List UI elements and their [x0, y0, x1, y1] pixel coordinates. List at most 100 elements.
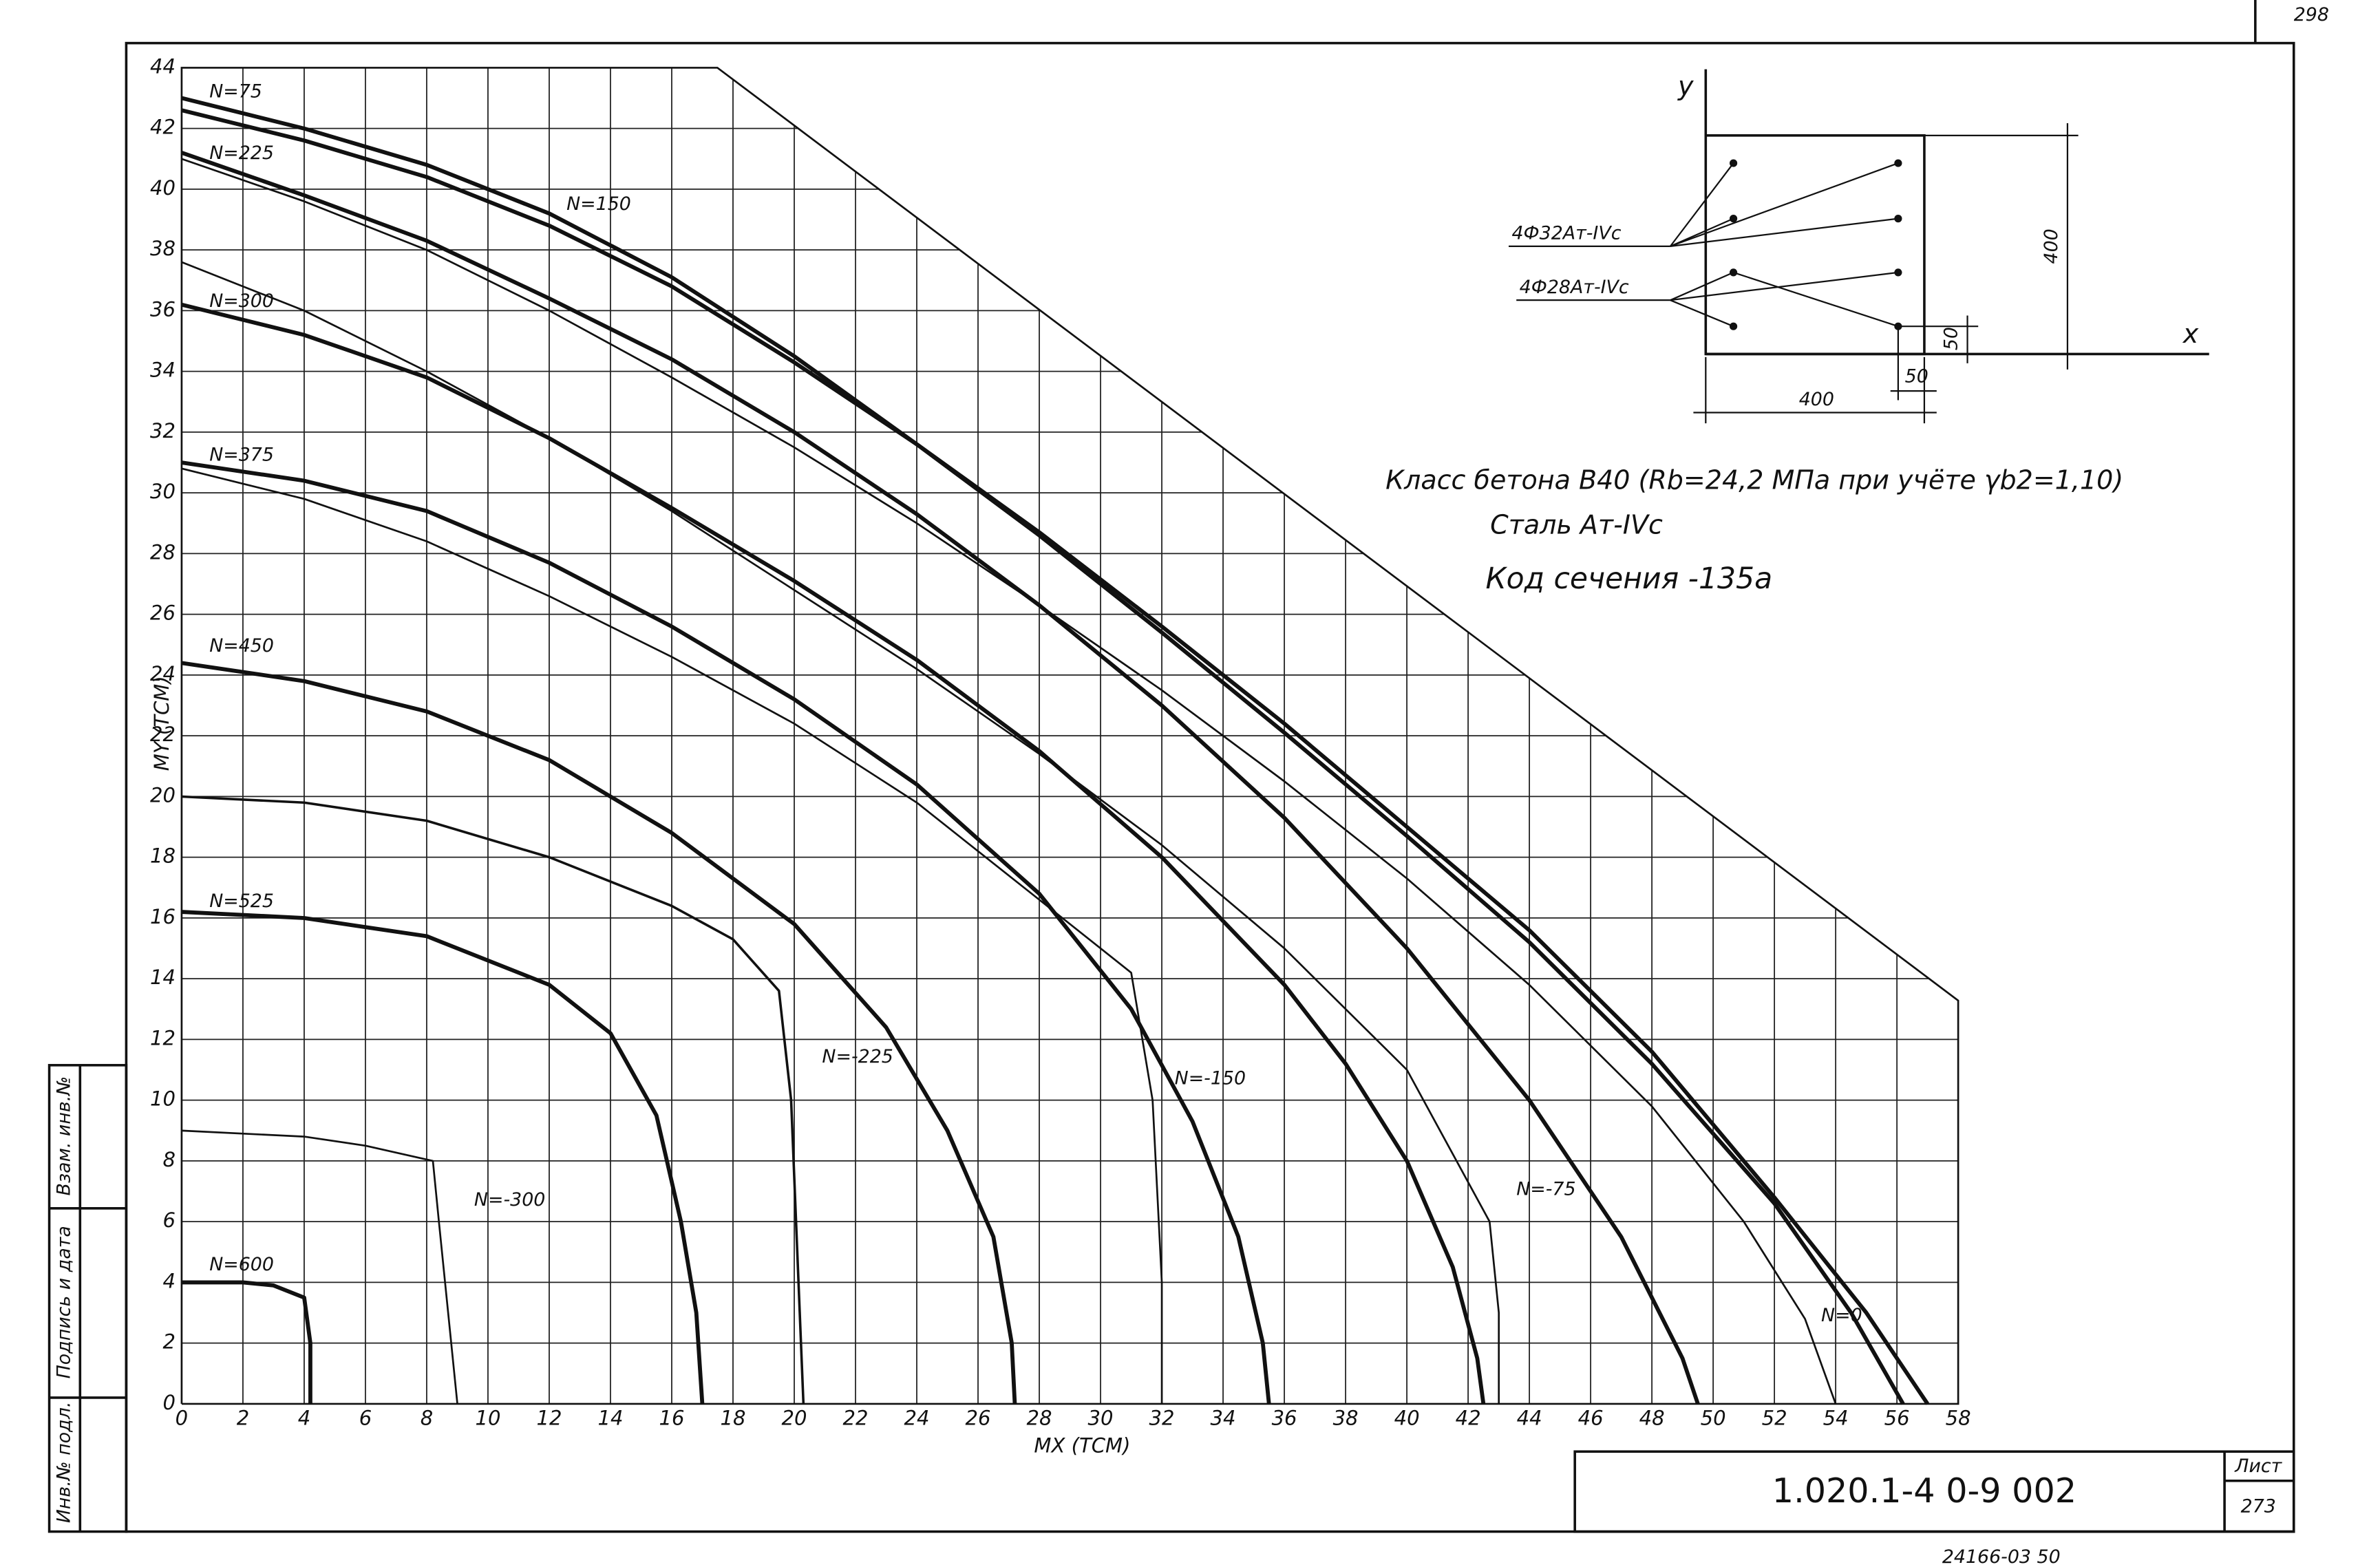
x-tick-label: 26 — [966, 1406, 991, 1429]
stamp-text: Подпись и дата — [53, 1226, 74, 1378]
curve — [181, 302, 1486, 1405]
y-tick-label: 6 — [162, 1208, 176, 1232]
curve-label: N=450 — [209, 635, 274, 657]
section-axis: y — [1677, 71, 1694, 101]
doc-code: 1.020.1-4 0-9 002 — [1772, 1471, 2076, 1511]
x-tick-label: 10 — [475, 1406, 500, 1429]
x-tick-label: 50 — [1701, 1406, 1726, 1429]
x-tick-label: 12 — [536, 1406, 562, 1429]
stamp-column — [47, 1064, 128, 1533]
x-tick-label: 34 — [1211, 1406, 1236, 1429]
footer-code: 24166-03 50 — [1942, 1546, 2061, 1567]
stamp-text: Инв.№ подл. — [53, 1402, 74, 1524]
section-axis: x — [2182, 319, 2199, 349]
curve — [181, 261, 1500, 1404]
x-tick-label: 38 — [1333, 1406, 1359, 1429]
curve — [181, 795, 805, 1404]
x-tick-label: 58 — [1946, 1406, 1971, 1429]
curve-label: N=375 — [209, 445, 274, 466]
sheet-frame — [125, 41, 2295, 1533]
x-tick-label: 4 — [298, 1406, 311, 1429]
y-tick-label: 44 — [150, 54, 176, 78]
x-tick-label: 2 — [237, 1406, 250, 1429]
x-tick-label: 52 — [1762, 1406, 1787, 1429]
y-tick-label: 30 — [150, 480, 176, 503]
y-tick-label: 4 — [162, 1269, 176, 1292]
leaders — [1509, 122, 2079, 424]
curve — [181, 661, 1017, 1405]
curve-label: N=525 — [209, 891, 274, 912]
x-tick-label: 30 — [1088, 1406, 1114, 1429]
curve — [181, 467, 1163, 1404]
annotation: Код сечения -135а — [1485, 562, 1772, 596]
curve — [181, 96, 1930, 1405]
y-tick-label: 36 — [150, 297, 176, 321]
curve — [181, 1129, 458, 1405]
y-tick-label: 40 — [150, 176, 176, 200]
x-tick-label: 46 — [1578, 1406, 1604, 1429]
x-tick-label: 28 — [1027, 1406, 1052, 1429]
y-tick-label: 10 — [150, 1087, 176, 1111]
x-tick-label: 14 — [597, 1406, 623, 1429]
curve — [181, 108, 1905, 1405]
x-tick-label: 44 — [1517, 1406, 1542, 1429]
x-tick-label: 32 — [1149, 1406, 1175, 1429]
curve-label: N=-300 — [474, 1189, 545, 1211]
curve-label: N=-150 — [1175, 1067, 1246, 1089]
title-block — [1573, 1450, 2295, 1533]
curve — [180, 151, 1700, 1405]
curve — [181, 460, 1271, 1405]
y-tick-label: 18 — [150, 844, 176, 868]
dimension: 400 — [2041, 228, 2062, 264]
x-tick-label: 42 — [1456, 1406, 1481, 1429]
y-tick-label: 42 — [150, 116, 176, 139]
y-tick-label: 26 — [150, 601, 176, 625]
sheet-label: Лист — [2234, 1456, 2282, 1477]
curve — [181, 158, 1837, 1405]
curve-label: N=75 — [209, 81, 262, 103]
y-tick-label: 8 — [162, 1148, 176, 1171]
rebar-label: 4Ф32Ат-IVс — [1511, 222, 1621, 244]
x-tick-label: 16 — [659, 1406, 684, 1429]
curve-label: N=-75 — [1516, 1178, 1575, 1200]
y-tick-label: 28 — [150, 540, 176, 564]
y-tick-label: 20 — [150, 783, 176, 807]
envelope — [180, 67, 1959, 1405]
y-tick-label: 34 — [150, 359, 176, 382]
curve-label: N=150 — [566, 193, 631, 215]
curve-label: N=225 — [209, 142, 274, 164]
annotation: Класс бетона В40 (Rb=24,2 МПа при учёте … — [1385, 465, 2123, 495]
curve-label: N=-225 — [822, 1046, 893, 1067]
curve — [181, 910, 705, 1405]
y-tick-label: 32 — [150, 419, 176, 443]
x-tick-label: 6 — [359, 1406, 372, 1429]
dimension: 400 — [1799, 389, 1834, 410]
x-tick-label: 48 — [1639, 1406, 1665, 1429]
section-outline — [1704, 134, 1926, 356]
x-tick-label: 36 — [1272, 1406, 1297, 1429]
dimension: 50 — [1941, 327, 1962, 350]
curve — [181, 1280, 312, 1404]
rebars — [1729, 159, 1902, 330]
dimension: 50 — [1905, 366, 1929, 387]
curve-label: N=600 — [209, 1254, 274, 1275]
annotation: Сталь Ат-IVс — [1490, 509, 1663, 540]
page-number: 298 — [2294, 4, 2329, 25]
x-tick-label: 54 — [1823, 1406, 1849, 1429]
grid — [181, 67, 1959, 1404]
x-tick-label: 8 — [421, 1406, 434, 1429]
y-tick-label: 0 — [162, 1391, 176, 1414]
y-tick-label: 22 — [150, 723, 176, 746]
x-tick-label: 24 — [904, 1406, 930, 1429]
curve-label: N=0 — [1821, 1305, 1862, 1326]
x-tick-label: 18 — [721, 1406, 746, 1429]
x-tick-label: 40 — [1394, 1406, 1420, 1429]
y-tick-label: 24 — [150, 662, 176, 685]
y-tick-label: 12 — [150, 1026, 176, 1049]
x-tick-label: 22 — [843, 1406, 869, 1429]
y-tick-label: 2 — [162, 1330, 176, 1354]
x-tick-label: 0 — [176, 1406, 189, 1429]
sheet-number: 273 — [2241, 1495, 2276, 1517]
y-tick-label: 14 — [150, 966, 176, 989]
